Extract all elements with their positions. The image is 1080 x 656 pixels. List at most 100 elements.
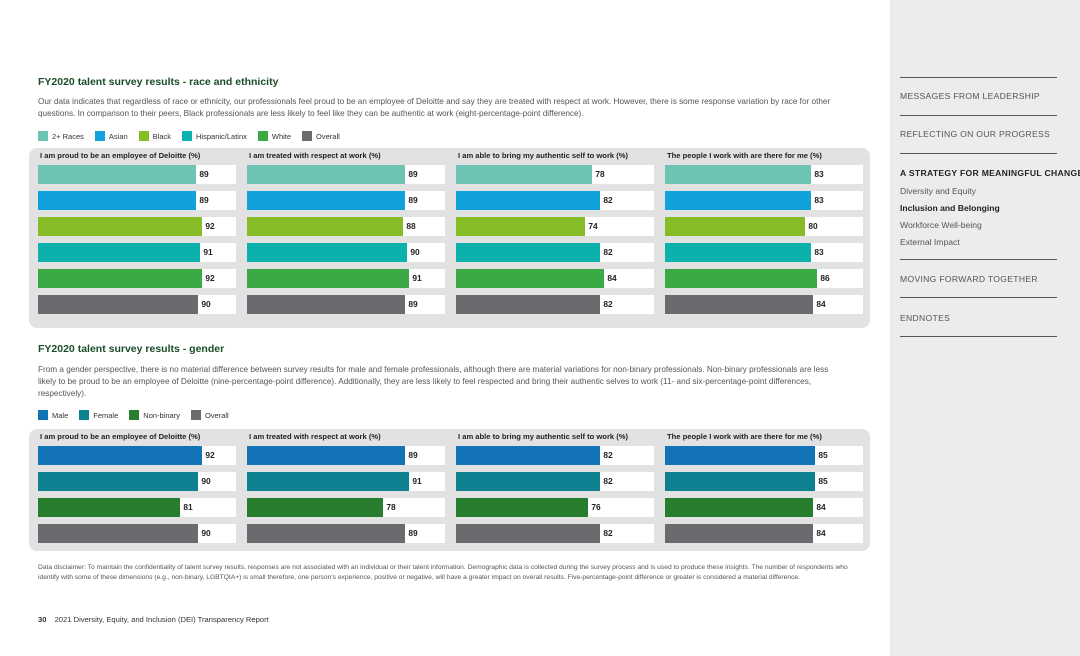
bar-value-label: 90 bbox=[201, 299, 211, 309]
bar-track: 89 bbox=[38, 191, 236, 210]
bar-track: 86 bbox=[665, 269, 863, 288]
bar-track: 85 bbox=[665, 472, 863, 491]
legend-label: Male bbox=[52, 410, 69, 420]
nav-divider bbox=[900, 336, 1057, 337]
bar-value-label: 83 bbox=[814, 247, 824, 257]
page-footer: 30 2021 Diversity, Equity, and Inclusion… bbox=[38, 615, 269, 624]
bar-value-label: 85 bbox=[818, 450, 828, 460]
column-title: I am able to bring my authentic self to … bbox=[458, 432, 629, 441]
sidebar-nav: MESSAGES FROM LEADERSHIP REFLECTING ON O… bbox=[890, 0, 1080, 656]
bar-track: 90 bbox=[38, 295, 236, 314]
bar-2-races bbox=[38, 165, 196, 184]
nav-divider bbox=[900, 77, 1057, 78]
bar-asian bbox=[247, 191, 405, 210]
bar-value-label: 82 bbox=[603, 476, 613, 486]
column-title: I am treated with respect at work (%) bbox=[249, 432, 381, 441]
nav-sub-external-impact[interactable]: External Impact bbox=[900, 237, 960, 247]
bar-white bbox=[247, 269, 409, 288]
column-title: I am treated with respect at work (%) bbox=[249, 151, 381, 160]
bar-hispanic-latinx bbox=[38, 243, 200, 262]
nav-divider bbox=[900, 115, 1057, 116]
bar-track: 76 bbox=[456, 498, 654, 517]
bar-male bbox=[247, 446, 405, 465]
gender-chart-panel: I am proud to be an employee of Deloitte… bbox=[29, 429, 870, 551]
bar-track: 84 bbox=[665, 498, 863, 517]
nav-sub-inclusion-and-belonging[interactable]: Inclusion and Belonging bbox=[900, 203, 1000, 213]
legend-label: Overall bbox=[316, 131, 340, 141]
bar-overall bbox=[38, 524, 198, 543]
nav-moving-forward-together[interactable]: MOVING FORWARD TOGETHER bbox=[900, 274, 1038, 284]
bar-track: 89 bbox=[247, 295, 445, 314]
bar-value-label: 84 bbox=[607, 273, 617, 283]
column-title: The people I work with are there for me … bbox=[667, 432, 822, 441]
bar-overall bbox=[665, 524, 813, 543]
bar-female bbox=[38, 472, 198, 491]
bar-track: 84 bbox=[665, 295, 863, 314]
bar-non-binary bbox=[247, 498, 383, 517]
bar-white bbox=[665, 269, 817, 288]
column-title: The people I work with are there for me … bbox=[667, 151, 822, 160]
nav-sub-diversity-and-equity[interactable]: Diversity and Equity bbox=[900, 186, 976, 196]
legend-item-non-binary: Non-binary bbox=[129, 410, 180, 420]
bar-track: 74 bbox=[456, 217, 654, 236]
bar-value-label: 91 bbox=[412, 476, 422, 486]
bar-value-label: 90 bbox=[410, 247, 420, 257]
bar-female bbox=[247, 472, 409, 491]
bar-value-label: 89 bbox=[199, 169, 209, 179]
bar-non-binary bbox=[665, 498, 813, 517]
legend-label: Black bbox=[152, 131, 172, 141]
gender-section-description: From a gender perspective, there is no m… bbox=[38, 365, 829, 398]
bar-value-label: 76 bbox=[591, 502, 601, 512]
column-title: I am able to bring my authentic self to … bbox=[458, 151, 629, 160]
bar-track: 85 bbox=[665, 446, 863, 465]
nav-reflecting-on-our-progress[interactable]: REFLECTING ON OUR PROGRESS bbox=[900, 129, 1051, 139]
bar-overall bbox=[38, 295, 198, 314]
legend-item-overall: Overall bbox=[190, 410, 229, 420]
bar-black bbox=[38, 217, 202, 236]
nav-endnotes[interactable]: ENDNOTES bbox=[900, 313, 951, 323]
bar-track: 83 bbox=[665, 165, 863, 184]
bar-non-binary bbox=[38, 498, 180, 517]
bar-track: 84 bbox=[456, 269, 654, 288]
bar-track: 82 bbox=[456, 472, 654, 491]
bar-track: 90 bbox=[38, 472, 236, 491]
bar-black bbox=[247, 217, 403, 236]
legend-item-male: Male bbox=[38, 410, 68, 420]
bar-overall bbox=[665, 295, 813, 314]
legend-item-asian: Asian bbox=[94, 131, 128, 141]
nav-strategy-for-meaningful-change[interactable]: A STRATEGY FOR MEANINGFUL CHANGE bbox=[900, 168, 1080, 178]
bar-track: 92 bbox=[38, 269, 236, 288]
report-title: 2021 Diversity, Equity, and Inclusion (D… bbox=[54, 615, 269, 624]
legend-swatch bbox=[79, 410, 90, 420]
bar-track: 82 bbox=[456, 243, 654, 262]
bar-overall bbox=[456, 295, 600, 314]
bar-track: 78 bbox=[247, 498, 445, 517]
bar-value-label: 81 bbox=[183, 502, 193, 512]
bar-value-label: 82 bbox=[603, 299, 613, 309]
nav-divider bbox=[900, 297, 1057, 298]
bar-value-label: 91 bbox=[412, 273, 422, 283]
nav-sub-workforce-well-being[interactable]: Workforce Well-being bbox=[900, 220, 982, 230]
bar-male bbox=[38, 446, 202, 465]
legend-item-hispanic-latinx: Hispanic/Latinx bbox=[182, 131, 247, 141]
bar-value-label: 85 bbox=[818, 476, 828, 486]
race-section-title: FY2020 talent survey results - race and … bbox=[38, 76, 279, 88]
bar-hispanic-latinx bbox=[456, 243, 600, 262]
bar-2-races bbox=[456, 165, 592, 184]
bar-value-label: 92 bbox=[205, 450, 215, 460]
legend-label: Hispanic/Latinx bbox=[196, 131, 247, 141]
bar-track: 84 bbox=[665, 524, 863, 543]
legend-swatch bbox=[182, 131, 193, 141]
legend-swatch bbox=[138, 131, 149, 141]
bar-track: 91 bbox=[247, 472, 445, 491]
bar-value-label: 82 bbox=[603, 450, 613, 460]
bar-value-label: 83 bbox=[814, 195, 824, 205]
legend-label: White bbox=[271, 131, 292, 141]
bar-non-binary bbox=[456, 498, 588, 517]
bar-track: 90 bbox=[38, 524, 236, 543]
nav-messages-from-leadership[interactable]: MESSAGES FROM LEADERSHIP bbox=[900, 91, 1040, 101]
bar-value-label: 90 bbox=[201, 476, 211, 486]
bar-female bbox=[665, 472, 815, 491]
bar-value-label: 82 bbox=[603, 247, 613, 257]
bar-track: 82 bbox=[456, 446, 654, 465]
